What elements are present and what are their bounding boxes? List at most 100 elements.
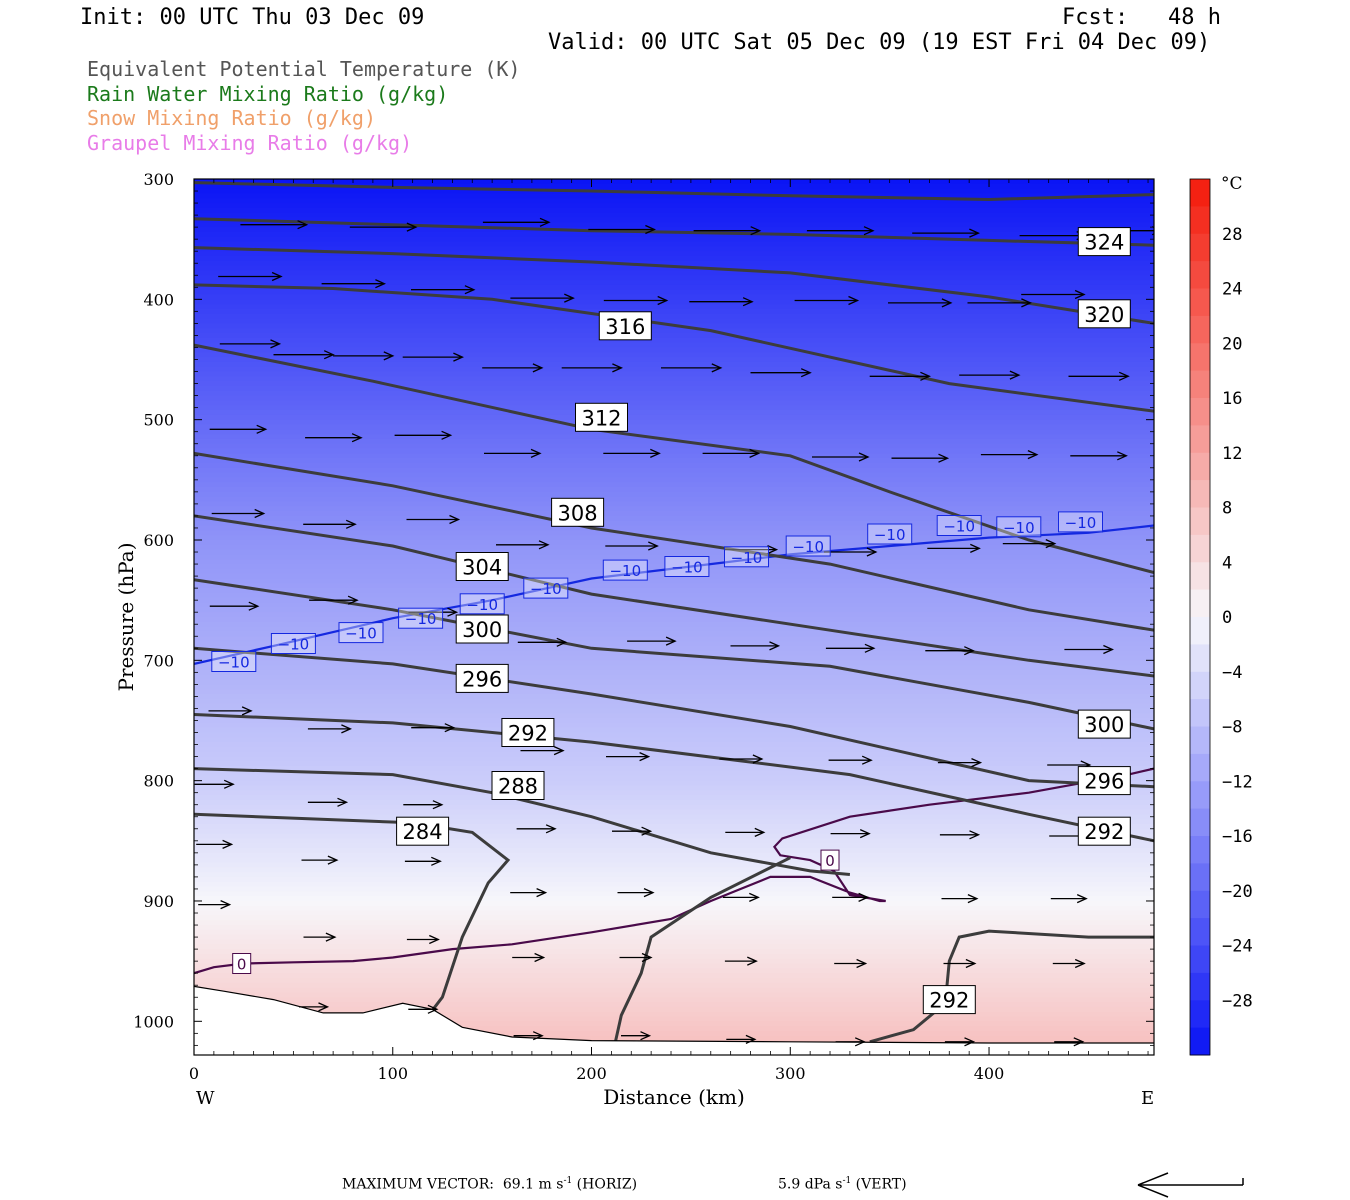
shading-band (194, 371, 1154, 377)
theta-e-contour (194, 767, 851, 876)
wind-vector (240, 220, 309, 230)
minus10-label-box (338, 622, 384, 644)
colorbar-segment (1190, 1000, 1210, 1029)
minus10-label-box (664, 556, 710, 577)
theta-e-contour (194, 246, 1154, 325)
shading-band (194, 621, 1154, 628)
wind-vector (307, 797, 349, 807)
wind-vector (927, 543, 981, 553)
zero-isotherm (194, 767, 1154, 975)
theta-e-contour (194, 217, 1154, 247)
wind-head (453, 352, 465, 362)
colorbar-segment (1190, 863, 1210, 892)
wind-head (749, 892, 760, 902)
wind-head (323, 350, 335, 360)
shading-band (194, 925, 1154, 931)
wind-vector (402, 352, 465, 362)
shading-band (194, 405, 1154, 411)
shading-band (194, 790, 1154, 796)
shading-band (194, 458, 1154, 464)
colorbar-tick-label: −8 (1222, 718, 1242, 738)
shading-band (194, 722, 1154, 729)
y-tick-label: 800 (143, 772, 174, 791)
theta-e-label: 292 (508, 722, 548, 746)
minus10-label: −10 (609, 562, 641, 580)
wind-head (532, 1031, 544, 1041)
shading-band (194, 463, 1154, 469)
footer-horiz-exp: -1 (563, 1176, 573, 1186)
wind-vector (806, 226, 875, 236)
wind-head (429, 934, 440, 945)
shading-band (194, 963, 1154, 969)
shading-band (194, 333, 1154, 339)
wind-vector (689, 297, 754, 307)
wind-vector (750, 368, 812, 378)
wind-vector (1052, 958, 1086, 969)
theta-e-label-box (1077, 299, 1131, 329)
wind-vector (693, 226, 762, 236)
shading-band (194, 515, 1154, 522)
theta-e-label-box (501, 718, 555, 747)
theta-e-label-box (491, 771, 545, 800)
wind-head (271, 271, 283, 282)
wind-head (222, 839, 234, 849)
shading-band (194, 434, 1154, 440)
colorbar-tick-label: 12 (1222, 444, 1242, 464)
shading-band (194, 674, 1154, 681)
minus10-label: −10 (1065, 514, 1097, 532)
minus10-label-box (211, 651, 257, 672)
shading-band (194, 665, 1154, 671)
wind-vector (333, 351, 395, 361)
wind-head (767, 545, 779, 555)
wind-head (327, 855, 339, 865)
wind-vector (303, 519, 357, 529)
shading-band (194, 896, 1154, 902)
shading-band (194, 193, 1154, 199)
max-vector-arrow (1137, 1172, 1244, 1198)
wind-vector (725, 827, 766, 837)
wind-head (965, 958, 977, 969)
shading-band (194, 949, 1154, 955)
wind-vector (211, 508, 266, 519)
wind-head (859, 829, 871, 839)
y-tick-label: 900 (143, 892, 174, 911)
colorbar-tick-label: 4 (1222, 553, 1232, 573)
shading-band (194, 390, 1154, 397)
wind-head (612, 363, 624, 373)
wind-head (863, 226, 875, 236)
shading-band (194, 669, 1154, 676)
shading-band (194, 799, 1154, 806)
wind-head (297, 220, 309, 230)
y-tick-label: 700 (143, 651, 174, 670)
wind-head (856, 958, 868, 969)
shading-band (194, 386, 1154, 392)
wind-vector (349, 222, 418, 232)
colorbar-segment (1190, 233, 1210, 262)
shading-band (194, 872, 1154, 878)
wind-vector (196, 839, 234, 849)
shading-band (194, 660, 1154, 666)
max-vector-footer: MAXIMUM VECTOR: 69.1 m s-1 (HORIZ) 5.9 dP… (342, 1176, 907, 1193)
wind-head (464, 285, 476, 295)
shading-band (194, 689, 1154, 695)
shading-band (194, 1035, 1154, 1042)
shading-band (194, 337, 1154, 344)
colorbar-tick-label: −16 (1222, 827, 1253, 847)
shading-band (194, 901, 1154, 907)
theta-e-label: 292 (929, 989, 969, 1013)
colorbar-segment (1190, 398, 1210, 426)
theta-e-label-box (1077, 816, 1131, 846)
colorbar-tick-label: −28 (1222, 991, 1253, 1011)
wind-vector (944, 1037, 976, 1047)
wind-head (427, 1004, 439, 1014)
wind-vector (406, 934, 440, 945)
shading-band (194, 188, 1154, 194)
wind-vector (612, 826, 653, 836)
theta-e-label: 284 (403, 820, 443, 844)
minus10-label-box (724, 546, 769, 568)
wind-vector (925, 646, 975, 656)
wind-head (254, 508, 266, 519)
shading-band (194, 578, 1154, 584)
wind-vector (1021, 289, 1086, 300)
wind-head (969, 228, 981, 238)
